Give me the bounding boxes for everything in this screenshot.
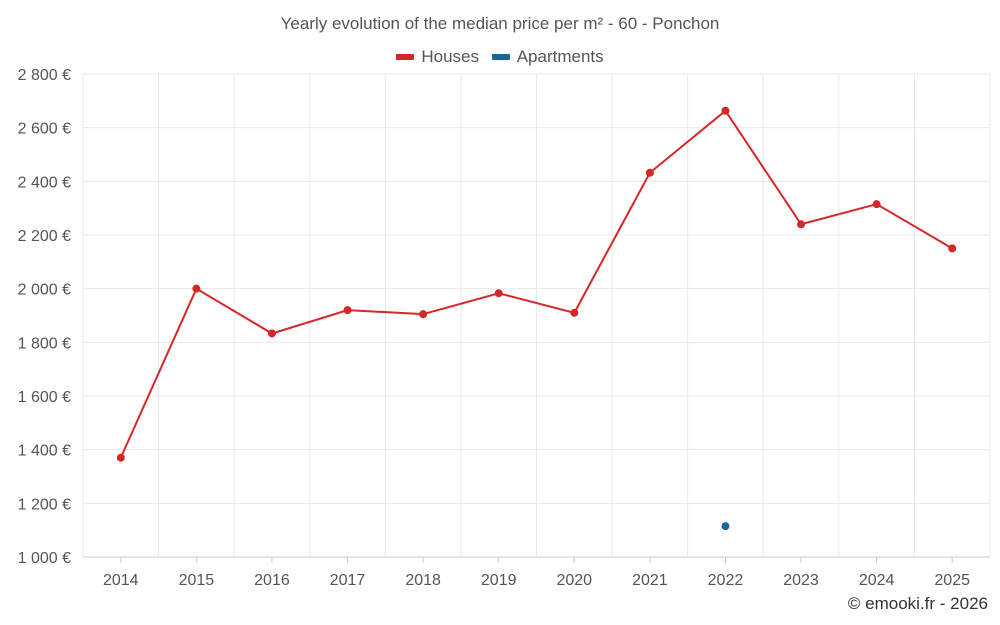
x-tick-label: 2021 xyxy=(632,572,668,589)
copyright-footer: © emooki.fr - 2026 xyxy=(847,594,988,613)
y-tick-label: 2 000 € xyxy=(18,282,71,299)
data-point-houses xyxy=(494,289,503,298)
y-tick-label: 2 600 € xyxy=(18,121,71,138)
data-point-houses xyxy=(343,306,352,315)
x-tick-label: 2025 xyxy=(934,572,970,589)
data-point-houses xyxy=(192,284,201,293)
y-tick-label: 1 400 € xyxy=(18,443,71,460)
grid xyxy=(82,73,991,558)
x-axis: 2014 2015 2016 2017 2018 2019 2020 2021 2022 2023… xyxy=(103,557,970,589)
data-point-apartments xyxy=(721,522,730,531)
y-tick-label: 2 400 € xyxy=(18,174,71,191)
data-point-houses xyxy=(645,168,654,177)
x-tick-label: 2016 xyxy=(254,572,290,589)
chart-title: Yearly evolution of the median price per… xyxy=(280,14,720,33)
legend-item-houses[interactable]: Houses xyxy=(396,47,479,67)
x-tick-label: 2019 xyxy=(481,572,517,589)
legend: Houses Apartments xyxy=(0,45,1000,67)
data-point-houses xyxy=(267,329,276,338)
data-point-houses xyxy=(721,106,730,115)
data-point-houses xyxy=(570,308,579,317)
x-tick-label: 2015 xyxy=(179,572,215,589)
y-tick-label: 2 200 € xyxy=(18,228,71,245)
x-tick-label: 2023 xyxy=(783,572,819,589)
legend-swatch-houses xyxy=(396,54,415,60)
series-line-houses xyxy=(119,109,953,459)
x-tick-label: 2020 xyxy=(556,572,592,589)
legend-label-houses: Houses xyxy=(421,47,479,66)
data-point-houses xyxy=(116,453,125,462)
data-point-houses xyxy=(797,220,806,229)
series-layer xyxy=(116,106,957,531)
data-point-houses xyxy=(948,244,957,253)
x-tick-label: 2022 xyxy=(708,572,744,589)
data-point-houses xyxy=(419,310,428,319)
y-tick-label: 1 000 € xyxy=(18,550,71,567)
x-tick-label: 2017 xyxy=(330,572,366,589)
x-tick-label: 2024 xyxy=(859,572,895,589)
y-tick-label: 1 600 € xyxy=(18,389,71,406)
x-tick-label: 2014 xyxy=(103,572,139,589)
legend-swatch-apartments xyxy=(491,54,510,60)
legend-item-apartments[interactable]: Apartments xyxy=(491,47,604,67)
data-point-houses xyxy=(872,200,881,209)
y-tick-label: 2 800 € xyxy=(18,67,71,84)
y-tick-label: 1 800 € xyxy=(18,335,71,352)
x-tick-label: 2018 xyxy=(405,572,441,589)
y-axis: 1 000 € 1 200 € 1 400 € 1 600 € 1 800 € 2 000… xyxy=(18,67,71,567)
y-tick-label: 1 200 € xyxy=(18,496,71,513)
legend-label-apartments: Apartments xyxy=(516,47,604,66)
